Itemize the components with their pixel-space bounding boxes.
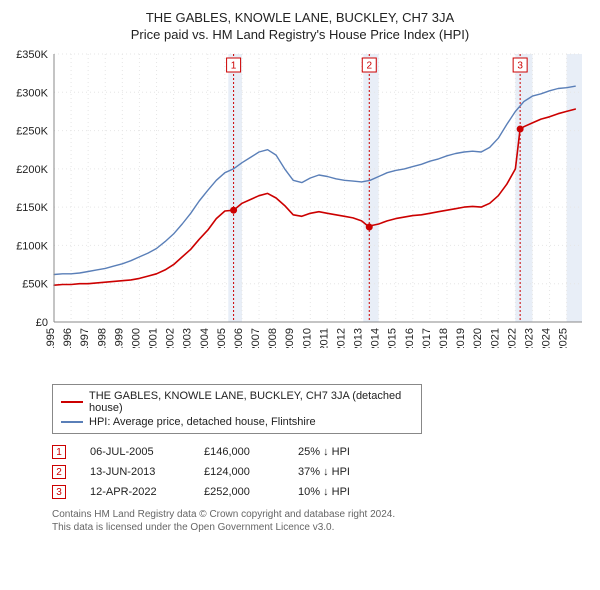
- legend-row: HPI: Average price, detached house, Flin…: [61, 415, 413, 429]
- svg-text:1995: 1995: [45, 328, 57, 348]
- svg-text:2005: 2005: [216, 328, 228, 348]
- svg-text:2010: 2010: [301, 328, 313, 348]
- chart-title-line1: THE GABLES, KNOWLE LANE, BUCKLEY, CH7 3J…: [12, 10, 588, 25]
- event-price: £124,000: [204, 466, 274, 478]
- legend: THE GABLES, KNOWLE LANE, BUCKLEY, CH7 3J…: [52, 384, 422, 434]
- svg-text:2018: 2018: [438, 328, 450, 348]
- legend-label: HPI: Average price, detached house, Flin…: [89, 416, 316, 428]
- legend-swatch: [61, 421, 83, 423]
- svg-text:£0: £0: [36, 317, 48, 329]
- svg-text:£200K: £200K: [16, 164, 48, 176]
- event-date: 13-JUN-2013: [90, 466, 180, 478]
- svg-text:2022: 2022: [506, 328, 518, 348]
- svg-text:2019: 2019: [455, 328, 467, 348]
- svg-text:1996: 1996: [62, 328, 74, 348]
- svg-text:2017: 2017: [421, 328, 433, 348]
- svg-text:£250K: £250K: [16, 126, 48, 138]
- chart-title-line2: Price paid vs. HM Land Registry's House …: [12, 27, 588, 42]
- svg-text:2011: 2011: [318, 328, 330, 348]
- legend-label: THE GABLES, KNOWLE LANE, BUCKLEY, CH7 3J…: [89, 390, 413, 414]
- svg-text:2008: 2008: [267, 328, 279, 348]
- svg-text:2023: 2023: [523, 328, 535, 348]
- attribution-line1: Contains HM Land Registry data © Crown c…: [52, 508, 588, 521]
- svg-text:£100K: £100K: [16, 240, 48, 252]
- svg-text:2009: 2009: [284, 328, 296, 348]
- legend-swatch: [61, 401, 83, 403]
- svg-text:2003: 2003: [182, 328, 194, 348]
- legend-row: THE GABLES, KNOWLE LANE, BUCKLEY, CH7 3J…: [61, 389, 413, 415]
- event-price: £146,000: [204, 446, 274, 458]
- svg-text:2007: 2007: [250, 328, 262, 348]
- event-marker-box: 3: [52, 485, 66, 499]
- svg-text:1999: 1999: [113, 328, 125, 348]
- svg-text:3: 3: [517, 61, 523, 72]
- event-row: 3 12-APR-2022 £252,000 10% ↓ HPI: [52, 482, 588, 502]
- svg-text:£300K: £300K: [16, 87, 48, 99]
- svg-text:2013: 2013: [353, 328, 365, 348]
- attribution-line2: This data is licensed under the Open Gov…: [52, 521, 588, 534]
- event-delta: 25% ↓ HPI: [298, 446, 408, 458]
- svg-text:1: 1: [231, 61, 237, 72]
- event-date: 12-APR-2022: [90, 486, 180, 498]
- svg-text:£150K: £150K: [16, 202, 48, 214]
- events-table: 1 06-JUL-2005 £146,000 25% ↓ HPI 2 13-JUN-201…: [52, 442, 588, 502]
- svg-text:2021: 2021: [489, 328, 501, 348]
- svg-text:2000: 2000: [130, 328, 142, 348]
- attribution: Contains HM Land Registry data © Crown c…: [52, 508, 588, 534]
- svg-text:2014: 2014: [370, 328, 382, 348]
- event-row: 1 06-JUL-2005 £146,000 25% ↓ HPI: [52, 442, 588, 462]
- chart-svg: £0 £50K £100K £150K £200K £250K £300K £350K 1995…: [12, 48, 588, 348]
- event-delta: 10% ↓ HPI: [298, 486, 408, 498]
- event-marker-box: 1: [52, 445, 66, 459]
- svg-text:2006: 2006: [233, 328, 245, 348]
- chart-page: THE GABLES, KNOWLE LANE, BUCKLEY, CH7 3J…: [0, 0, 600, 590]
- event-price: £252,000: [204, 486, 274, 498]
- svg-text:2025: 2025: [558, 328, 570, 348]
- svg-text:£50K: £50K: [22, 279, 48, 291]
- svg-text:2016: 2016: [404, 328, 416, 348]
- event-row: 2 13-JUN-2013 £124,000 37% ↓ HPI: [52, 462, 588, 482]
- svg-text:2024: 2024: [541, 328, 553, 348]
- svg-text:2015: 2015: [387, 328, 399, 348]
- svg-text:2002: 2002: [165, 328, 177, 348]
- svg-text:2012: 2012: [335, 328, 347, 348]
- svg-text:£350K: £350K: [16, 49, 48, 61]
- event-delta: 37% ↓ HPI: [298, 466, 408, 478]
- svg-text:2001: 2001: [148, 328, 160, 348]
- price-chart: £0 £50K £100K £150K £200K £250K £300K £350K 1995…: [12, 48, 588, 348]
- svg-text:2020: 2020: [472, 328, 484, 348]
- svg-text:1998: 1998: [96, 328, 108, 348]
- svg-text:2: 2: [366, 61, 372, 72]
- event-date: 06-JUL-2005: [90, 446, 180, 458]
- svg-text:2004: 2004: [199, 328, 211, 348]
- event-marker-box: 2: [52, 465, 66, 479]
- svg-text:1997: 1997: [79, 328, 91, 348]
